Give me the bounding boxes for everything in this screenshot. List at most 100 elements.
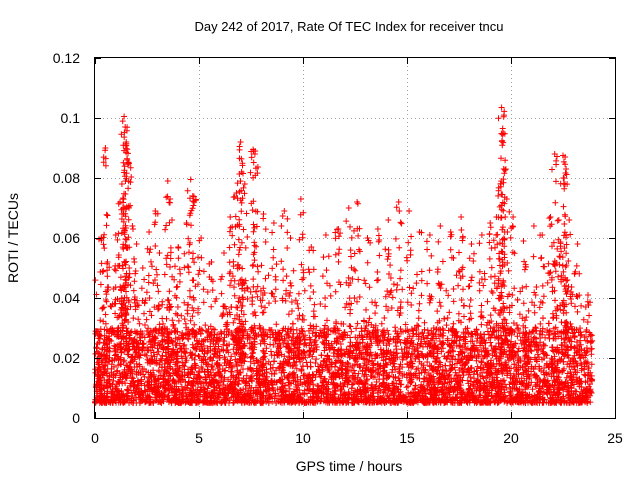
data-point bbox=[513, 375, 520, 382]
data-points bbox=[92, 104, 596, 406]
data-point bbox=[421, 319, 428, 326]
data-point bbox=[98, 386, 105, 393]
data-point bbox=[389, 294, 396, 301]
data-point bbox=[389, 369, 395, 376]
data-point bbox=[312, 360, 319, 366]
data-point bbox=[193, 344, 200, 350]
data-point bbox=[127, 370, 134, 377]
data-point bbox=[169, 338, 176, 345]
data-point bbox=[456, 343, 462, 350]
data-point bbox=[450, 320, 457, 327]
data-point bbox=[586, 312, 593, 319]
data-point bbox=[412, 382, 419, 389]
data-point bbox=[335, 371, 342, 378]
data-point bbox=[156, 388, 162, 394]
data-point bbox=[459, 344, 466, 351]
data-point bbox=[141, 334, 148, 341]
data-point bbox=[183, 357, 190, 364]
data-point bbox=[563, 374, 570, 381]
data-point bbox=[464, 345, 471, 352]
data-point bbox=[195, 353, 202, 359]
data-point bbox=[539, 348, 546, 355]
data-point bbox=[332, 288, 339, 295]
data-point bbox=[478, 321, 485, 328]
data-point bbox=[315, 363, 321, 370]
data-point bbox=[230, 400, 237, 406]
data-point bbox=[177, 345, 184, 352]
data-point bbox=[293, 365, 300, 372]
data-point bbox=[318, 352, 325, 359]
data-point bbox=[495, 340, 502, 347]
data-point bbox=[453, 272, 460, 279]
data-point bbox=[320, 358, 327, 365]
data-point bbox=[424, 378, 431, 385]
data-point bbox=[514, 296, 521, 303]
data-point bbox=[454, 360, 460, 367]
data-point bbox=[115, 379, 122, 385]
data-point bbox=[517, 288, 524, 295]
data-point bbox=[369, 368, 376, 375]
data-point bbox=[181, 341, 188, 348]
data-point bbox=[525, 307, 532, 314]
data-point bbox=[390, 281, 397, 288]
data-point bbox=[369, 394, 376, 400]
data-point bbox=[212, 341, 219, 348]
data-point bbox=[181, 316, 188, 323]
data-point bbox=[113, 385, 120, 392]
data-point bbox=[199, 327, 206, 334]
data-point bbox=[259, 367, 266, 374]
data-point bbox=[167, 359, 173, 366]
data-point bbox=[145, 325, 152, 332]
data-point bbox=[208, 303, 215, 310]
data-point bbox=[243, 382, 250, 389]
data-point bbox=[180, 362, 187, 369]
data-point bbox=[349, 373, 356, 380]
data-point bbox=[382, 356, 389, 363]
data-point bbox=[220, 378, 227, 385]
data-point bbox=[301, 287, 308, 294]
data-point bbox=[459, 350, 466, 357]
data-point bbox=[337, 341, 344, 347]
data-point bbox=[181, 386, 187, 393]
data-point bbox=[583, 337, 589, 344]
data-point bbox=[151, 353, 158, 360]
data-point bbox=[275, 392, 282, 399]
data-point bbox=[506, 330, 513, 337]
data-point bbox=[130, 315, 137, 322]
data-point bbox=[339, 375, 346, 382]
data-point bbox=[294, 345, 300, 351]
data-point bbox=[218, 290, 225, 297]
data-point bbox=[402, 321, 409, 328]
data-point bbox=[361, 277, 368, 284]
data-point bbox=[262, 350, 269, 357]
data-point bbox=[378, 354, 385, 361]
data-point bbox=[458, 365, 465, 372]
data-point bbox=[543, 352, 550, 359]
data-point bbox=[443, 367, 450, 374]
data-point bbox=[219, 313, 226, 320]
data-point bbox=[378, 320, 385, 327]
data-point bbox=[580, 387, 587, 394]
data-point bbox=[175, 317, 182, 324]
data-point bbox=[283, 331, 290, 338]
data-point bbox=[376, 382, 383, 389]
data-point bbox=[380, 329, 387, 336]
data-point bbox=[285, 311, 292, 318]
data-point bbox=[200, 299, 207, 306]
data-point bbox=[128, 374, 135, 381]
data-point bbox=[270, 341, 277, 348]
data-point bbox=[289, 320, 296, 327]
data-point bbox=[408, 350, 415, 357]
data-point bbox=[269, 398, 276, 405]
data-point bbox=[98, 382, 105, 389]
data-point bbox=[294, 300, 301, 307]
data-point bbox=[177, 365, 183, 371]
data-point bbox=[141, 382, 148, 389]
data-point bbox=[332, 360, 339, 367]
data-point bbox=[144, 359, 151, 366]
data-point bbox=[134, 363, 141, 370]
data-point bbox=[353, 325, 360, 332]
data-point bbox=[536, 363, 543, 370]
data-point bbox=[359, 367, 366, 374]
data-point bbox=[265, 272, 272, 279]
